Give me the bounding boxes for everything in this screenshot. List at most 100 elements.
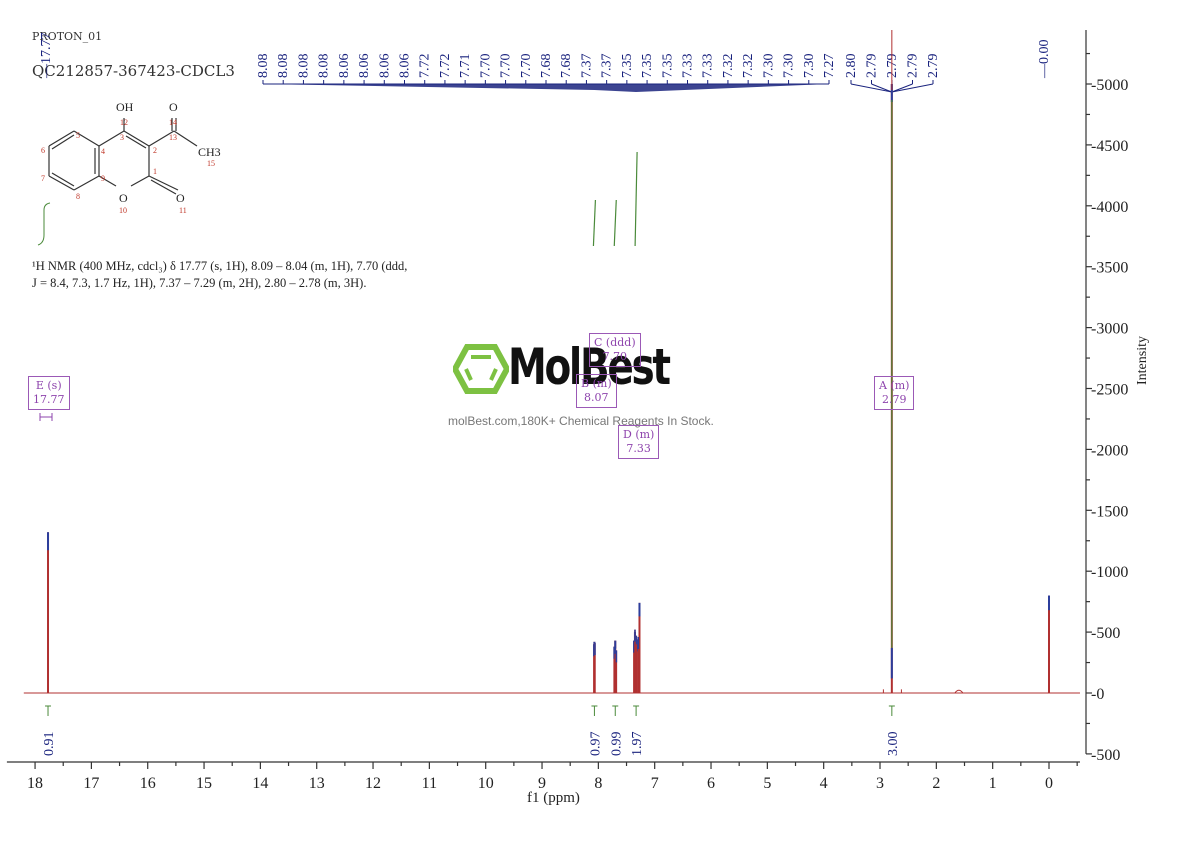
svg-text:—0.00: —0.00 — [1037, 40, 1052, 80]
svg-text:-2500: -2500 — [1091, 382, 1128, 399]
o11-label: O — [176, 191, 185, 205]
svg-text:2.79: 2.79 — [865, 54, 880, 79]
svg-text:7.68: 7.68 — [559, 54, 574, 79]
svg-text:18: 18 — [27, 775, 43, 792]
integral-curve-decorative — [37, 202, 51, 246]
svg-text:8.08: 8.08 — [296, 54, 311, 79]
svg-text:6: 6 — [707, 775, 715, 792]
svg-text:7.70: 7.70 — [478, 54, 493, 79]
multiplet-range-marker — [39, 413, 53, 421]
svg-text:10: 10 — [119, 206, 127, 215]
svg-text:7.30: 7.30 — [761, 54, 776, 79]
svg-text:13: 13 — [169, 133, 177, 142]
multiplet-box-b: B (m) 8.07 — [576, 374, 617, 408]
svg-text:7.27: 7.27 — [822, 54, 837, 79]
y-tick-labels: -500 -0 -500 -1000 -1500 -2000 -2500 -3000 -3500… — [1091, 77, 1128, 764]
svg-text:17: 17 — [83, 775, 99, 792]
svg-text:8.06: 8.06 — [398, 54, 413, 79]
svg-text:5: 5 — [763, 775, 771, 792]
svg-text:7.72: 7.72 — [418, 54, 433, 79]
svg-text:3: 3 — [120, 133, 124, 142]
svg-text:9: 9 — [538, 775, 546, 792]
svg-text:7.72: 7.72 — [438, 54, 453, 79]
svg-text:7.35: 7.35 — [620, 54, 635, 79]
svg-text:2.80: 2.80 — [844, 54, 859, 79]
svg-text:0.97: 0.97 — [588, 732, 603, 757]
svg-text:9: 9 — [101, 174, 105, 183]
svg-text:-4500: -4500 — [1091, 138, 1128, 155]
svg-text:7.71: 7.71 — [458, 54, 473, 79]
y-axis — [1085, 30, 1092, 755]
multiplet-box-e: E (s) 17.77 — [28, 376, 70, 410]
svg-text:8: 8 — [594, 775, 602, 792]
x-axis — [6, 761, 1080, 769]
svg-text:11: 11 — [422, 775, 437, 792]
svg-text:-1500: -1500 — [1091, 503, 1128, 520]
svg-text:-5000: -5000 — [1091, 77, 1128, 94]
svg-text:0.91: 0.91 — [42, 732, 57, 757]
svg-text:1.97: 1.97 — [630, 732, 645, 757]
svg-text:-3000: -3000 — [1091, 321, 1128, 338]
svg-text:-500: -500 — [1091, 625, 1120, 642]
peak-label-connectors — [262, 80, 934, 93]
svg-text:7.35: 7.35 — [660, 54, 675, 79]
nmr-description: ¹H NMR (400 MHz, cdcl₃) δ 17.77 (s, 1H),… — [32, 259, 408, 290]
o10-label: O — [119, 191, 128, 205]
svg-text:7.30: 7.30 — [802, 54, 817, 79]
svg-text:8.06: 8.06 — [337, 54, 352, 79]
multiplet-box-c: C (ddd) 7.70 — [589, 333, 641, 367]
integral-curves — [592, 151, 638, 247]
svg-text:4: 4 — [101, 147, 105, 156]
svg-text:15: 15 — [207, 159, 215, 168]
svg-text:2.79: 2.79 — [885, 54, 900, 79]
ch3-label: CH3 — [198, 145, 221, 159]
svg-text:7.68: 7.68 — [539, 54, 554, 79]
svg-text:2: 2 — [153, 146, 157, 155]
svg-text:-3500: -3500 — [1091, 260, 1128, 277]
svg-text:7.70: 7.70 — [499, 54, 514, 79]
svg-text:7.33: 7.33 — [681, 54, 696, 79]
svg-text:3.00: 3.00 — [886, 732, 901, 757]
svg-text:13: 13 — [309, 775, 325, 792]
svg-text:7.33: 7.33 — [701, 54, 716, 79]
peak-labels: —17.77 8.08 8.08 8.08 8.08 8.06 8.06 8.06 8.06 7.… — [39, 33, 1052, 80]
sample-id: QC212857-367423-CDCL3 — [32, 62, 235, 80]
svg-text:8.08: 8.08 — [276, 54, 291, 79]
svg-text:-4000: -4000 — [1091, 199, 1128, 216]
svg-text:-500: -500 — [1091, 747, 1120, 764]
watermark-tagline: molBest.com,180K+ Chemical Reagents In S… — [448, 414, 714, 428]
svg-text:6: 6 — [41, 146, 45, 155]
svg-text:7.32: 7.32 — [721, 54, 736, 79]
svg-text:7.32: 7.32 — [741, 54, 756, 79]
svg-text:-0: -0 — [1091, 686, 1104, 703]
integral-values: 0.91 0.97 0.99 1.97 3.00 — [42, 705, 901, 757]
svg-text:1: 1 — [989, 775, 997, 792]
svg-text:4: 4 — [820, 775, 828, 792]
svg-text:12: 12 — [120, 118, 128, 127]
experiment-name: PROTON_01 — [32, 30, 103, 43]
svg-text:8.06: 8.06 — [357, 54, 372, 79]
spectrum-trace — [23, 30, 1080, 694]
svg-text:15: 15 — [196, 775, 212, 792]
svg-text:8.08: 8.08 — [317, 54, 332, 79]
x-axis-title: f1 (ppm) — [527, 790, 580, 806]
y-axis-title: Intensity — [1135, 336, 1150, 385]
svg-text:0.99: 0.99 — [609, 732, 624, 757]
svg-text:8.06: 8.06 — [377, 54, 392, 79]
svg-text:7: 7 — [651, 775, 659, 792]
svg-text:5: 5 — [76, 131, 80, 140]
svg-text:8.08: 8.08 — [256, 54, 271, 79]
multiplet-box-d: D (m) 7.33 — [618, 425, 660, 459]
svg-text:12: 12 — [365, 775, 381, 792]
svg-text:7.35: 7.35 — [640, 54, 655, 79]
x-tick-labels: 18 17 16 15 14 13 12 11 10 9 8 7 6 5 4 3 2 1 0 — [27, 775, 1053, 792]
svg-text:7.70: 7.70 — [519, 54, 534, 79]
svg-text:7: 7 — [41, 174, 45, 183]
svg-text:11: 11 — [179, 206, 187, 215]
svg-text:7.37: 7.37 — [600, 54, 615, 79]
svg-text:2.79: 2.79 — [926, 54, 941, 79]
svg-text:2: 2 — [932, 775, 940, 792]
atom-numbers: 1 2 3 4 5 6 7 8 9 10 11 12 13 14 15 — [41, 118, 215, 215]
svg-text:8: 8 — [76, 192, 80, 201]
